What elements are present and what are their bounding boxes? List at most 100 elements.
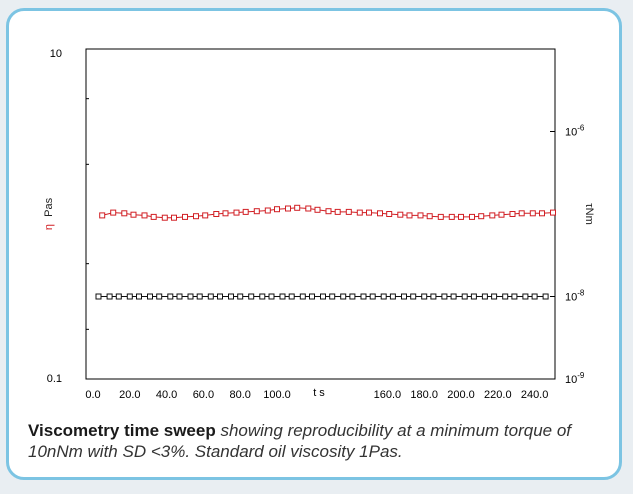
torque-point [115,293,122,300]
torque-point [450,293,457,300]
viscosity-point [294,204,301,211]
viscosity-point [99,212,106,219]
y-right-tick-label: 10-6 [565,124,585,139]
viscosity-point [469,213,475,220]
torque-point [511,293,518,300]
torque-point [299,293,306,300]
torque-point [369,293,376,300]
viscosity-point [489,212,496,219]
viscosity-point [437,213,444,220]
viscosity-point [305,205,312,212]
viscosity-point [386,211,393,217]
viscosity-point [285,205,291,212]
viscosity-point [458,213,464,220]
torque-point [531,293,538,300]
viscosity-point [366,209,372,216]
torque-point [401,293,407,300]
viscosity-point [242,208,249,215]
viscosity-point [529,210,536,217]
torque-point [542,293,549,300]
torque-point [176,293,183,300]
torque-point [288,293,295,300]
torque-point [360,293,367,300]
torque-point [380,293,387,300]
viscosity-point [417,212,424,219]
x-tick-label: 220.0 [484,389,512,401]
torque-point [228,293,234,300]
viscosity-point [426,213,433,220]
torque-point [279,293,286,300]
viscosity-point [274,206,280,213]
viscosity-point [171,214,177,221]
x-tick-label: 160.0 [374,389,402,401]
figure-card [6,8,622,480]
torque-point [491,293,498,300]
y-left-axis-symbol: η [43,224,55,230]
viscosity-point [397,211,404,218]
viscosity-point [345,208,352,215]
viscosity-point [182,213,188,220]
viscosity-point [406,212,413,219]
viscosity-point [518,210,525,217]
torque-point [167,293,174,300]
y-right-tick-label: 10-9 [565,371,585,386]
viscosity-point [213,211,220,217]
viscosity-point [314,206,321,213]
torque-point [268,293,275,300]
viscosity-point [121,210,128,217]
torque-point [461,293,468,300]
viscosity-point [509,211,516,217]
caption-text: showing reproducibility at a minimum tor… [28,421,572,461]
torque-point [389,293,396,300]
viscosity-point [377,210,383,217]
y-right-tick-label: 10-8 [565,289,585,304]
torque-point [441,293,448,300]
viscosity-point [150,213,157,220]
viscosity-point [253,208,260,215]
x-tick-label: 0.0 [85,389,100,401]
y-right-axis-title: τNm [583,203,595,224]
torque-point [329,293,336,300]
torque-point [95,293,102,300]
x-tick-label: 60.0 [193,389,214,401]
figure-caption: Viscometry time sweep showing reproducib… [28,420,608,462]
torque-point [156,293,163,300]
viscosity-point [193,213,199,220]
torque-point [147,293,153,300]
x-axis-title: t s [313,387,325,399]
y-left-axis-title: η Pas [43,197,55,230]
x-tick-label: 20.0 [119,389,140,401]
svg-text:τNm: τNm [583,203,595,224]
caption-lead: Viscometry time sweep [28,421,216,440]
torque-point [106,293,113,300]
torque-point [430,293,437,300]
y-left-axis-unit: Pas [43,197,55,216]
x-tick-label: 240.0 [521,389,549,401]
viscosity-point [141,212,148,219]
torque-point [187,293,194,300]
viscosity-point [161,214,168,221]
x-tick-label: 40.0 [156,389,177,401]
viscosity-point [448,213,455,220]
torque-point [481,293,488,300]
viscosity-point [550,209,556,216]
torque-point [502,293,509,300]
torque-point [410,293,417,300]
torque-point [217,293,223,300]
y-left-tick-label: 0.1 [47,373,62,385]
viscosity-point [325,208,332,215]
torque-point [126,293,133,300]
viscosity-point [334,208,341,215]
viscosity-point [222,210,229,217]
torque-point [248,293,255,300]
x-tick-label: 200.0 [447,389,475,401]
viscosity-point [202,212,209,219]
torque-point [237,293,244,300]
x-tick-label: 180.0 [410,389,438,401]
viscosity-point [539,210,545,217]
torque-point [340,293,347,300]
viscosity-point [233,209,240,216]
torque-point [320,293,326,300]
x-tick-label: 80.0 [229,389,250,401]
